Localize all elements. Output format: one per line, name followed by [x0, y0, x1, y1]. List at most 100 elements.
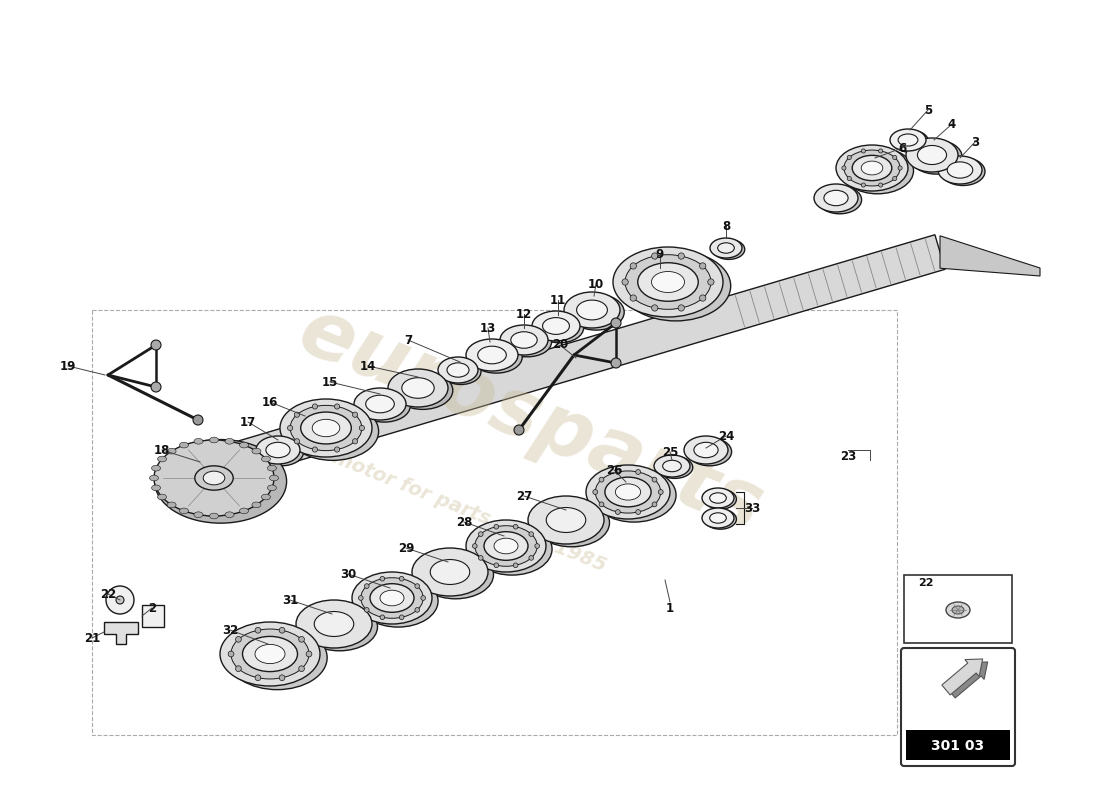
Ellipse shape — [654, 455, 690, 477]
Text: 7: 7 — [404, 334, 412, 346]
Circle shape — [494, 524, 498, 529]
Ellipse shape — [379, 590, 404, 606]
Polygon shape — [165, 234, 945, 498]
Ellipse shape — [359, 575, 438, 627]
Ellipse shape — [255, 645, 285, 664]
Ellipse shape — [179, 442, 188, 448]
Circle shape — [610, 318, 621, 328]
Circle shape — [898, 166, 902, 170]
Ellipse shape — [528, 496, 604, 544]
Ellipse shape — [195, 466, 233, 490]
Ellipse shape — [940, 158, 984, 186]
Ellipse shape — [466, 339, 518, 371]
Ellipse shape — [564, 292, 620, 328]
Ellipse shape — [256, 436, 300, 464]
Ellipse shape — [704, 489, 736, 509]
Circle shape — [621, 279, 628, 285]
Text: 2: 2 — [147, 602, 156, 614]
Ellipse shape — [484, 532, 528, 560]
Ellipse shape — [605, 477, 651, 507]
Ellipse shape — [615, 484, 640, 500]
Circle shape — [279, 675, 285, 681]
Ellipse shape — [466, 520, 546, 572]
Ellipse shape — [638, 262, 698, 302]
Circle shape — [299, 637, 305, 642]
Ellipse shape — [947, 162, 972, 178]
Text: 26: 26 — [606, 463, 623, 477]
Circle shape — [473, 544, 477, 548]
Ellipse shape — [315, 611, 354, 637]
Circle shape — [651, 253, 658, 259]
Circle shape — [334, 447, 340, 452]
Circle shape — [610, 358, 621, 368]
Ellipse shape — [220, 622, 320, 686]
Ellipse shape — [504, 326, 551, 357]
Text: 5: 5 — [924, 103, 932, 117]
Ellipse shape — [359, 390, 410, 422]
Ellipse shape — [152, 485, 161, 490]
Circle shape — [600, 502, 604, 507]
FancyArrow shape — [947, 662, 988, 698]
Circle shape — [658, 490, 663, 494]
Ellipse shape — [710, 513, 726, 523]
Ellipse shape — [267, 485, 276, 490]
Ellipse shape — [694, 442, 718, 458]
Text: 21: 21 — [84, 631, 100, 645]
Text: 33: 33 — [744, 502, 760, 514]
Text: 24: 24 — [718, 430, 734, 442]
Circle shape — [678, 305, 684, 311]
Ellipse shape — [226, 438, 234, 444]
Bar — [92, 310, 896, 735]
Bar — [142, 605, 164, 627]
Ellipse shape — [569, 294, 624, 330]
Circle shape — [707, 279, 714, 285]
Circle shape — [255, 627, 261, 633]
Ellipse shape — [361, 578, 424, 618]
Ellipse shape — [270, 475, 278, 481]
Circle shape — [700, 295, 706, 301]
Ellipse shape — [262, 494, 271, 500]
Ellipse shape — [252, 448, 261, 454]
Ellipse shape — [547, 507, 586, 533]
Circle shape — [652, 502, 657, 507]
Circle shape — [415, 584, 419, 589]
Ellipse shape — [352, 572, 432, 624]
Circle shape — [842, 166, 846, 170]
Ellipse shape — [472, 523, 552, 575]
Text: 17: 17 — [240, 415, 256, 429]
Circle shape — [615, 510, 620, 514]
Ellipse shape — [475, 526, 537, 566]
Circle shape — [312, 404, 318, 409]
Ellipse shape — [657, 456, 693, 478]
Ellipse shape — [157, 494, 166, 500]
Circle shape — [514, 425, 524, 435]
Ellipse shape — [301, 603, 377, 650]
Ellipse shape — [209, 437, 219, 443]
Circle shape — [652, 477, 657, 482]
Circle shape — [421, 596, 426, 600]
Text: 29: 29 — [398, 542, 415, 554]
Circle shape — [151, 382, 161, 392]
Ellipse shape — [194, 438, 204, 444]
Ellipse shape — [710, 493, 726, 503]
FancyBboxPatch shape — [904, 575, 1012, 643]
Ellipse shape — [402, 378, 434, 398]
Text: eurosparts: eurosparts — [287, 291, 773, 549]
Ellipse shape — [300, 412, 351, 444]
Circle shape — [636, 510, 640, 514]
Circle shape — [535, 544, 539, 548]
Ellipse shape — [542, 318, 570, 334]
Ellipse shape — [814, 184, 858, 212]
Text: 14: 14 — [360, 359, 376, 373]
Text: 301 03: 301 03 — [932, 739, 984, 753]
Circle shape — [299, 666, 305, 671]
Circle shape — [360, 426, 364, 430]
Circle shape — [295, 412, 299, 418]
Ellipse shape — [447, 363, 469, 377]
Text: 31: 31 — [282, 594, 298, 606]
Text: 3: 3 — [971, 135, 979, 149]
Circle shape — [415, 607, 419, 612]
Text: 19: 19 — [59, 359, 76, 373]
Text: 13: 13 — [480, 322, 496, 334]
Ellipse shape — [267, 466, 276, 471]
